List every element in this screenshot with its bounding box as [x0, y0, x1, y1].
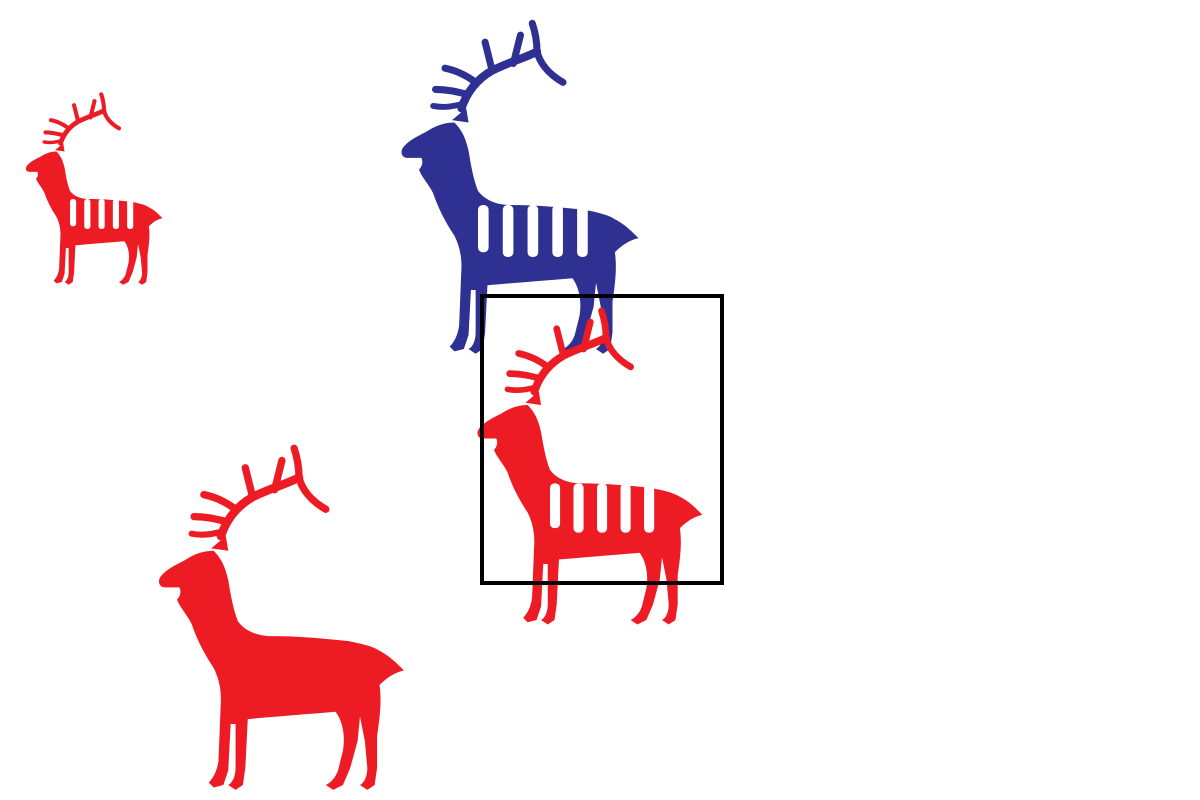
elk-blue-striped-stripe — [502, 205, 514, 257]
elk-small-red-striped-stripe — [112, 199, 119, 229]
elk-selected-red-striped[interactable] — [477, 311, 702, 625]
elk-small-red-striped-stripe — [127, 199, 134, 229]
elk-large-red-plain[interactable] — [159, 448, 404, 790]
elk-blue-striped-stripe — [527, 205, 539, 257]
elk-blue-striped-stripe — [478, 205, 489, 253]
elk-selected-red-striped-stripe — [573, 483, 584, 533]
elk-blue-striped-silhouette — [402, 23, 639, 353]
elk-selected-red-striped-stripe — [550, 483, 561, 529]
figures-layer — [26, 23, 702, 790]
elk-large-red-plain-silhouette — [159, 448, 404, 790]
elk-small-red-striped[interactable] — [26, 94, 163, 284]
selection-box[interactable] — [480, 294, 724, 585]
elk-small-red-striped-stripe — [98, 199, 105, 229]
elk-blue-striped[interactable] — [402, 23, 639, 353]
elk-blue-striped-stripe — [552, 205, 563, 257]
elk-selected-red-striped-stripe — [597, 483, 608, 533]
elk-small-red-striped-silhouette — [26, 94, 163, 284]
elk-small-red-striped-stripe — [84, 199, 91, 229]
elk-selected-red-striped-silhouette — [477, 311, 702, 625]
elk-selected-red-striped-stripe — [620, 483, 631, 533]
elk-selected-red-striped-stripe — [644, 483, 655, 533]
elk-small-red-striped-stripe — [70, 199, 77, 227]
elk-blue-striped-stripe — [577, 205, 588, 257]
